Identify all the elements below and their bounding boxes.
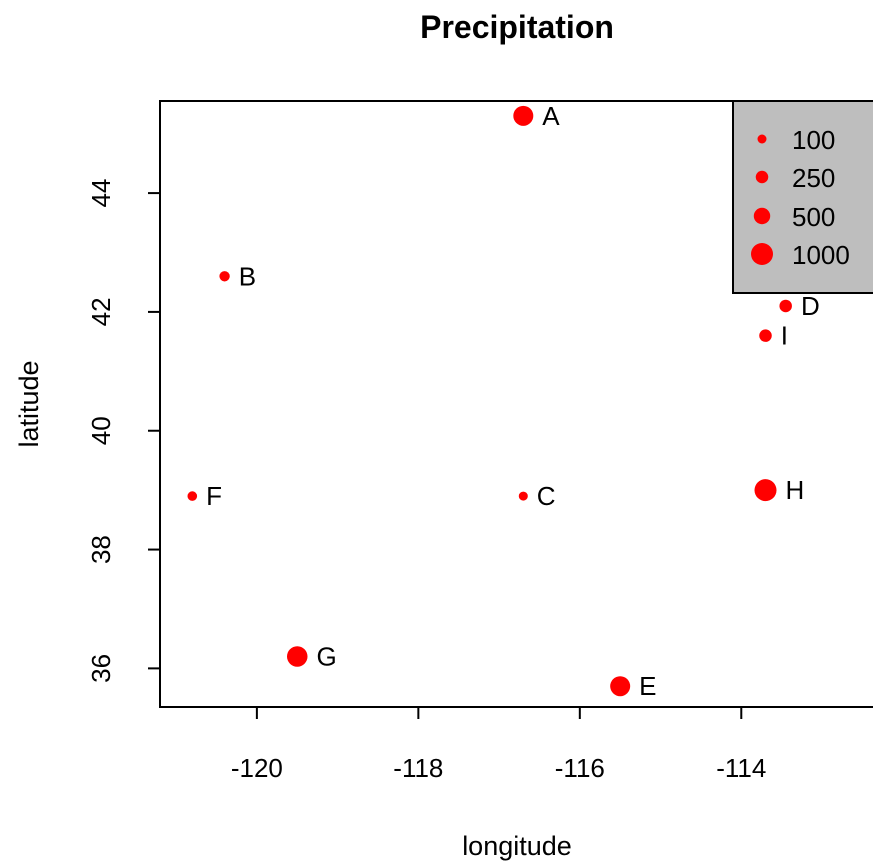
chart-title: Precipitation <box>420 9 614 45</box>
legend: 100 250 500 1000 <box>732 101 873 294</box>
point-label-g: G <box>317 642 337 672</box>
point-label-e: E <box>639 671 656 701</box>
legend-label-500: 500 <box>792 202 835 232</box>
legend-label-1000: 1000 <box>792 240 850 270</box>
legend-marker-500 <box>753 207 771 225</box>
y-tick-label-0: 36 <box>86 654 116 683</box>
point-i <box>759 329 772 342</box>
point-label-c: C <box>537 481 556 511</box>
legend-label-100: 100 <box>792 125 835 155</box>
legend-marker-250 <box>755 170 769 184</box>
point-label-h: H <box>786 475 805 505</box>
x-tick-label-3: -114 <box>716 753 766 783</box>
y-tick-label-3: 42 <box>86 297 116 326</box>
y-tick-label-2: 40 <box>86 416 116 445</box>
legend-marker-1000 <box>751 243 773 265</box>
point-g <box>286 646 308 667</box>
legend-marker-100 <box>757 134 767 144</box>
legend-label-250: 250 <box>792 163 835 193</box>
x-axis-label: longitude <box>462 831 572 861</box>
point-h <box>754 479 777 502</box>
point-d <box>779 299 792 313</box>
x-tick-label-1: -118 <box>393 753 443 783</box>
point-e <box>610 676 631 697</box>
point-a <box>513 105 534 126</box>
y-tick-label-1: 38 <box>86 535 116 564</box>
point-label-f: F <box>206 481 222 511</box>
point-label-i: I <box>781 321 788 351</box>
y-tick-label-4: 44 <box>86 179 116 208</box>
point-c <box>518 491 528 501</box>
point-f <box>187 491 198 501</box>
x-tick-label-2: -116 <box>555 753 605 783</box>
point-b <box>219 271 230 282</box>
point-label-a: A <box>542 101 560 131</box>
y-axis-label: latitude <box>14 360 44 447</box>
point-label-d: D <box>801 291 820 321</box>
axes: -120-118-116-114-1123638404244 <box>86 179 766 783</box>
plot-frame <box>159 100 873 708</box>
x-tick-label-0: -120 <box>231 753 283 783</box>
point-label-b: B <box>239 261 256 291</box>
data-points: A B C D E F G H I <box>187 101 820 701</box>
